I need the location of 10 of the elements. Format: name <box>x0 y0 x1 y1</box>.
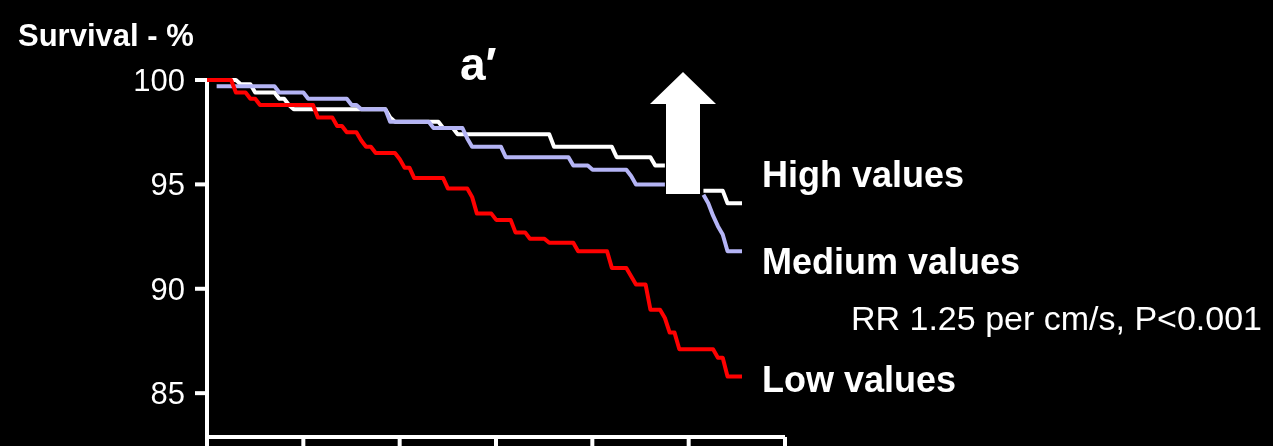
y-tick-label: 100 <box>133 63 185 98</box>
series-label: Medium values <box>762 241 1021 282</box>
y-tick-label: 95 <box>150 167 185 203</box>
chart-title: a′ <box>460 38 497 90</box>
text: RR 1.25 per cm/s, P<0.001 <box>850 299 1262 337</box>
series-label: Low values <box>762 359 957 400</box>
y-tick-label: 85 <box>150 376 185 412</box>
series-label: High values <box>762 154 965 195</box>
y-tick-label: 90 <box>150 271 185 307</box>
y-axis-title: Survival - % <box>18 18 194 53</box>
